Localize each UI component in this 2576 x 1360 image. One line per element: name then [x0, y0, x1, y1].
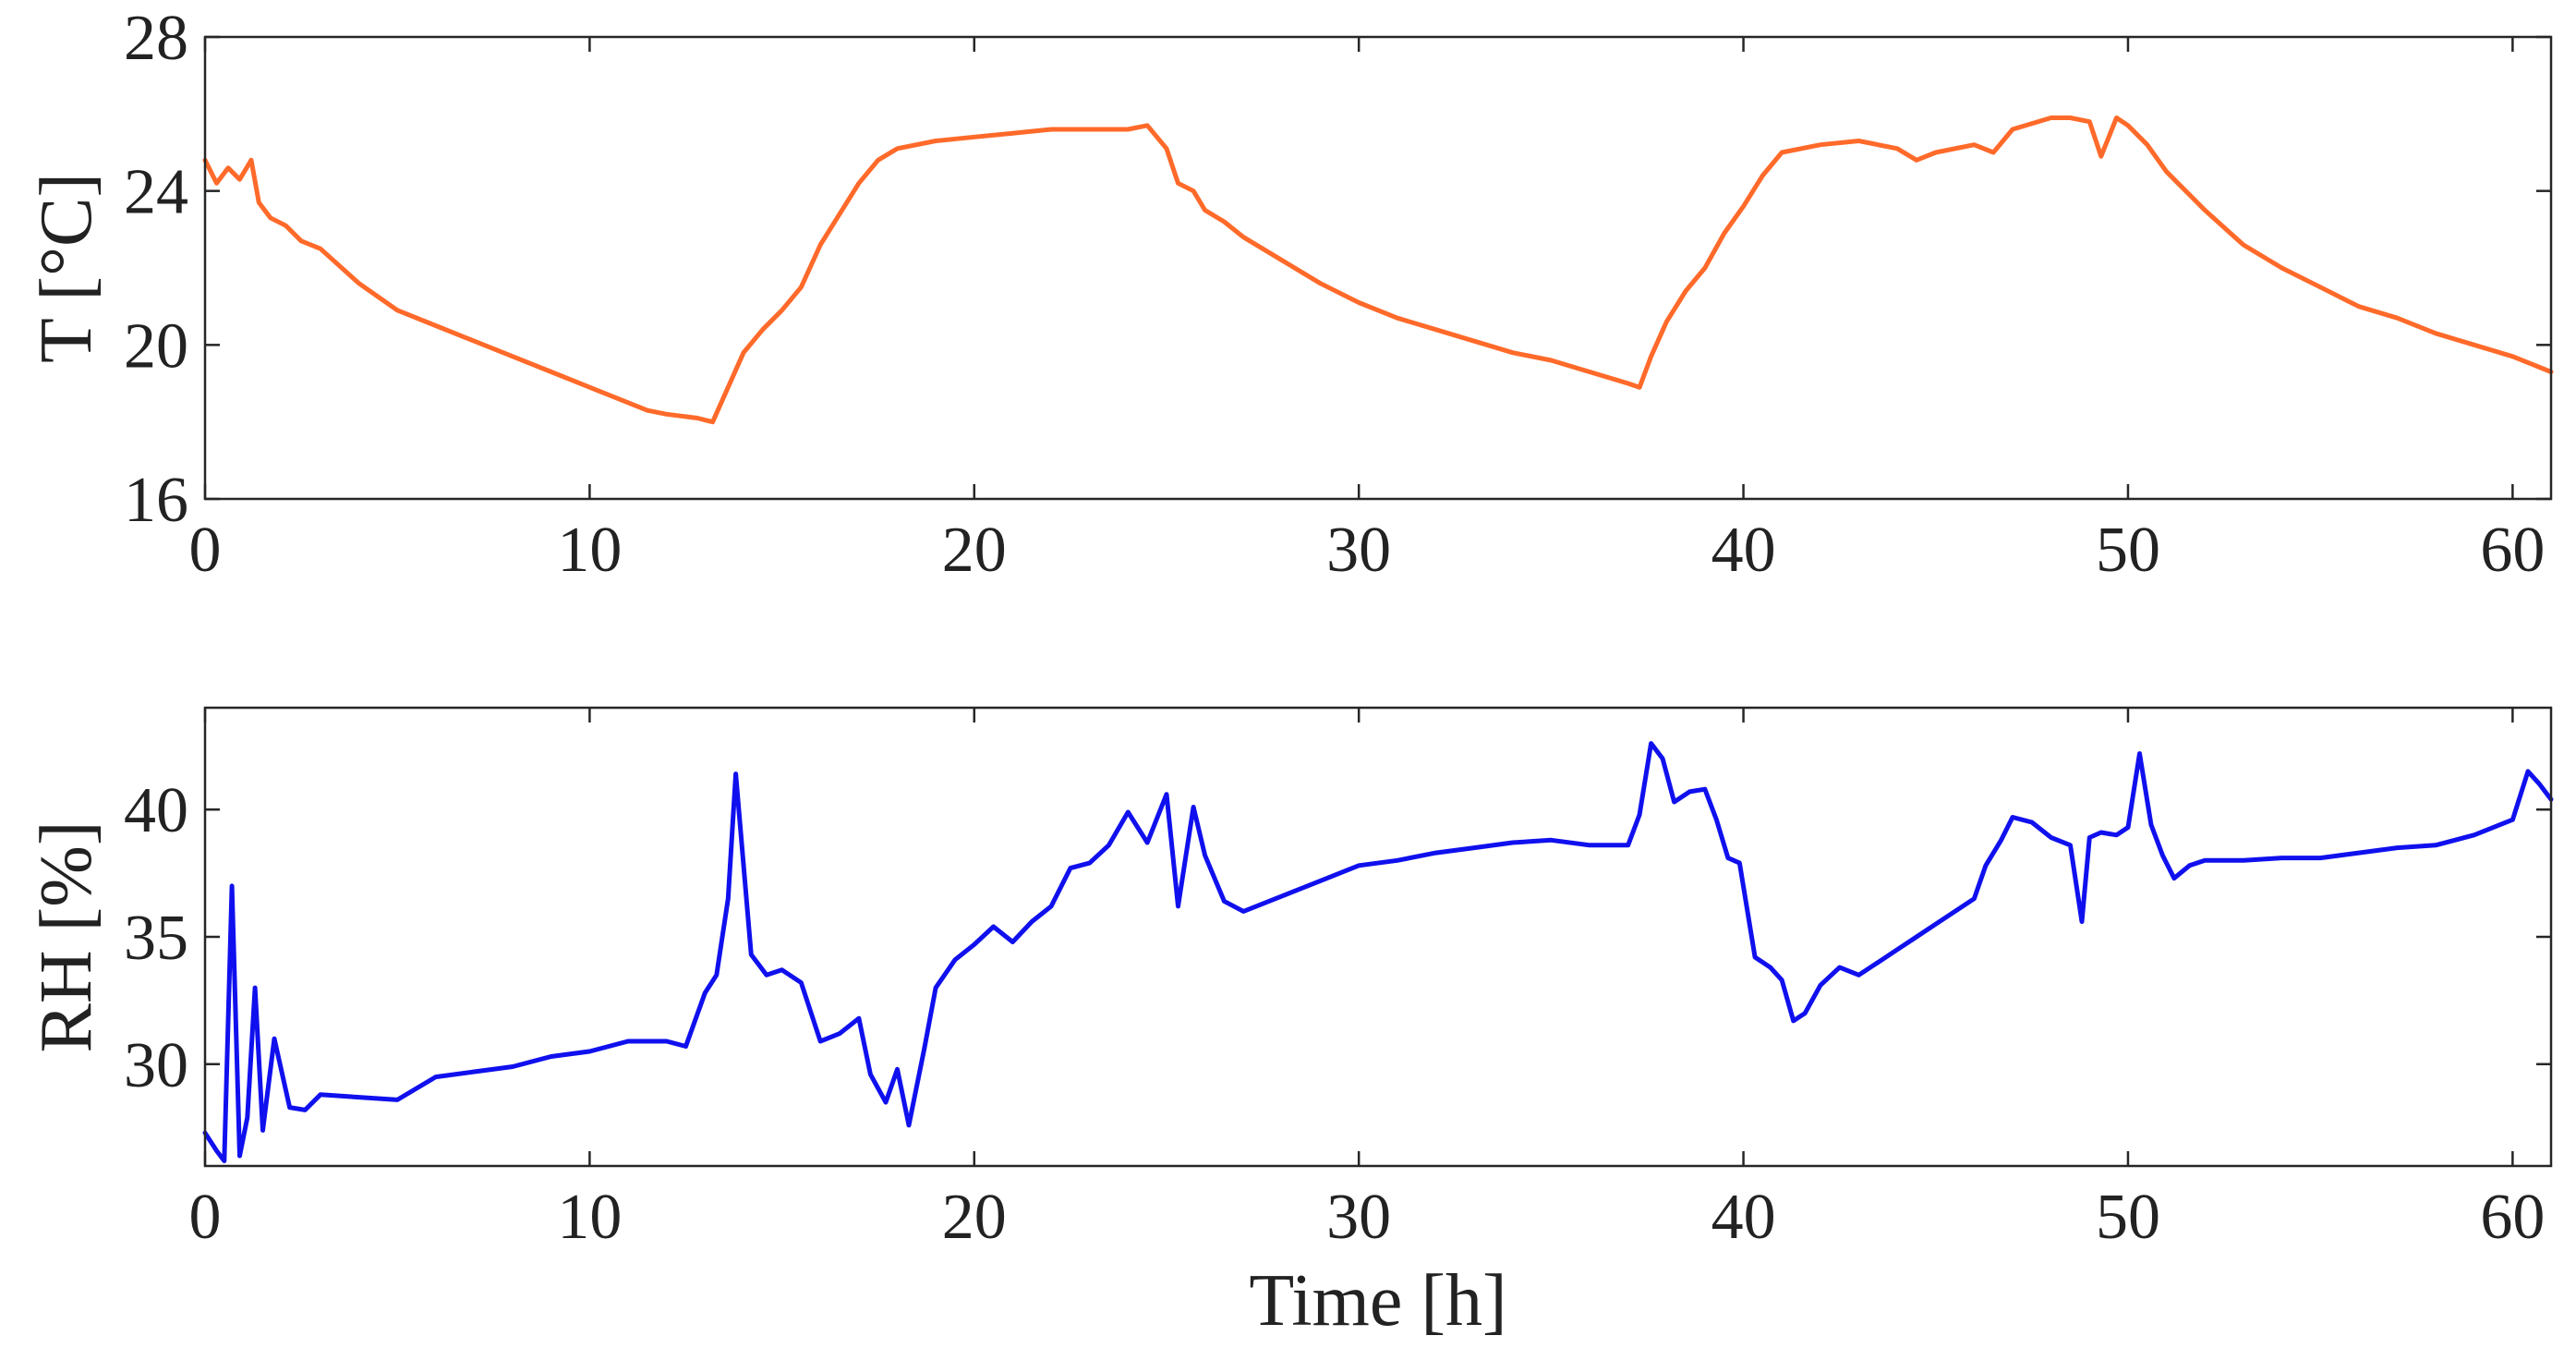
humidity-xtick-label: 0 [189, 1182, 222, 1253]
temperature-ytick-label: 24 [124, 157, 188, 228]
humidity-xtick-label: 40 [1711, 1182, 1776, 1253]
temperature-panel: 0 10 20 30 40 50 60 16 20 24 28 T [°C] [26, 3, 2554, 586]
humidity-x-axis-label: Time [h] [1249, 1260, 1506, 1342]
humidity-ytick-label: 40 [124, 775, 188, 846]
humidity-y-axis-label: RH [%] [26, 820, 107, 1052]
temperature-axes-frame [203, 35, 2553, 501]
humidity-xtick-label: 50 [2096, 1182, 2160, 1253]
temperature-xtick-label: 20 [942, 515, 1007, 586]
humidity-xtick-label: 10 [557, 1182, 622, 1253]
humidity-xtick-label: 60 [2480, 1182, 2545, 1253]
humidity-xtick-label: 20 [942, 1182, 1007, 1253]
temperature-ytick-label: 28 [124, 3, 188, 74]
humidity-ticks [203, 708, 2551, 1166]
humidity-panel: 0 10 20 30 40 50 60 30 35 40 RH [%] Time… [26, 706, 2554, 1342]
temperature-xtick-label: 30 [1326, 515, 1391, 586]
temperature-ytick-label: 20 [124, 310, 188, 382]
temperature-series-layer [202, 115, 2554, 425]
humidity-series-line [202, 741, 2554, 1163]
temperature-xtick-label: 10 [557, 515, 622, 586]
temperature-xtick-label: 0 [189, 515, 222, 586]
temperature-xtick-label: 40 [1711, 515, 1776, 586]
humidity-ytick-label: 35 [124, 903, 188, 974]
temperature-ytick-label: 16 [124, 465, 188, 536]
temperature-xtick-label: 50 [2096, 515, 2160, 586]
temperature-xtick-labels: 0 10 20 30 40 50 60 [189, 515, 2546, 586]
humidity-ytick-label: 30 [124, 1030, 188, 1101]
temperature-xtick-label: 60 [2480, 515, 2545, 586]
humidity-series-layer [202, 741, 2554, 1163]
humidity-xtick-label: 30 [1326, 1182, 1391, 1253]
temperature-ytick-labels: 16 20 24 28 [124, 3, 188, 536]
humidity-xtick-labels: 0 10 20 30 40 50 60 [189, 1182, 2546, 1253]
temperature-ticks [203, 35, 2551, 501]
humidity-ytick-labels: 30 35 40 [124, 775, 188, 1101]
temperature-series-line [202, 115, 2554, 425]
temperature-y-axis-label: T [°C] [26, 173, 107, 363]
